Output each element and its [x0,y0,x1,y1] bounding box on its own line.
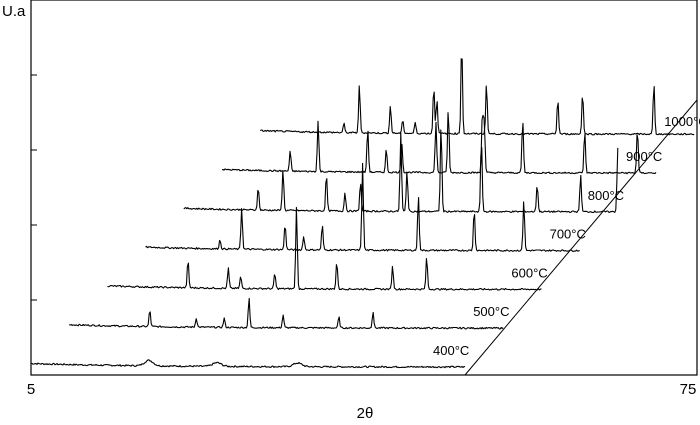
series-labels: 400°C 500°C 600°C 700°C 800°C 900°C 1000°C [433,114,700,358]
series-label: 700°C [550,227,586,242]
x-tick-label-max: 75 [680,381,697,398]
series-line [68,297,504,330]
x-tick-label-min: 5 [27,381,35,398]
x-axis-label: 2θ [357,405,374,422]
series-label: 900°C [626,149,662,164]
series-label: 400°C [433,343,469,358]
series-line [30,359,466,369]
series-line [221,112,657,175]
plot-area-border [30,0,698,376]
series-label: 500°C [473,304,509,319]
y-axis-label: U.a [2,3,26,20]
series-traces [30,58,695,369]
series-label: 600°C [511,265,547,280]
series-line [107,206,542,291]
series-line [259,58,695,136]
depth-axis-diagonal [464,99,698,376]
series-label: 800°C [588,188,624,203]
series-label: 1000°C [664,114,700,129]
series-line [145,162,580,252]
plot-frame [30,0,698,376]
